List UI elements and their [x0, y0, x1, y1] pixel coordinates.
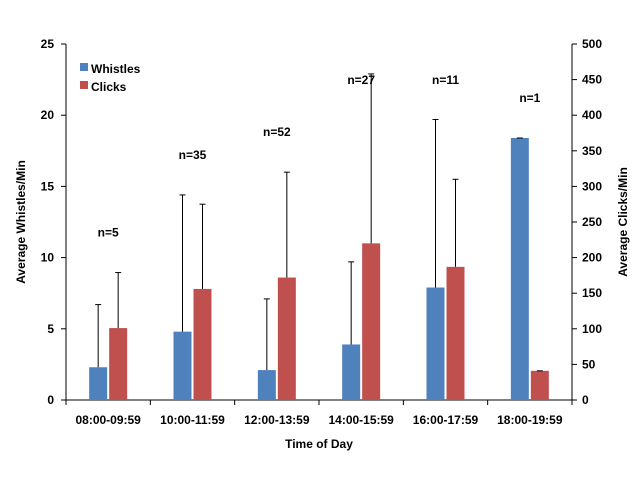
sample-size-label: n=27: [347, 73, 375, 87]
error-bars: [95, 73, 543, 372]
right-y-tick-label: 250: [582, 215, 602, 229]
bar-whistles-18-00-19-59: [510, 137, 529, 400]
left-y-tick-label: 20: [41, 108, 55, 122]
sample-size-label: n=35: [179, 148, 207, 162]
sample-size-labels: n=5 n=35 n=52 n=27 n=11 n=1: [98, 73, 541, 240]
right-y-tick-label: 0: [582, 393, 589, 407]
sample-size-label: n=5: [98, 226, 119, 240]
right-y-ticks: 0 50 100 150 200 250 300 350 400 450 500: [572, 37, 602, 407]
bars: [89, 137, 549, 400]
left-y-tick-label: 5: [47, 322, 54, 336]
right-y-tick-label: 500: [582, 37, 602, 51]
right-y-tick-label: 300: [582, 179, 602, 193]
x-tick-label: 18:00-19:59: [497, 413, 563, 427]
sample-size-label: n=52: [263, 125, 291, 139]
left-y-tick-label: 15: [41, 179, 55, 193]
right-y-tick-label: 350: [582, 144, 602, 158]
plot-area: 0 5 10 15 20 25 0 50 100 150 200 250 300 350 400 450 50…: [41, 37, 603, 427]
x-tick-label: 14:00-15:59: [328, 413, 394, 427]
bar-whistles-10-00-11-59: [173, 331, 192, 400]
legend-swatch-whistles: [80, 63, 88, 71]
x-axis-title: Time of Day: [285, 437, 353, 451]
bar-clicks-08-00-09-59: [109, 328, 128, 400]
left-y-tick-label: 10: [41, 251, 55, 265]
bar-whistles-14-00-15-59: [342, 344, 361, 400]
legend-label-whistles: Whistles: [91, 62, 141, 76]
bar-clicks-18-00-19-59: [530, 370, 549, 400]
right-y-tick-label: 400: [582, 108, 602, 122]
legend-swatch-clicks: [80, 81, 88, 89]
right-y-tick-label: 50: [582, 357, 596, 371]
legend-label-clicks: Clicks: [91, 80, 127, 94]
bar-whistles-16-00-17-59: [426, 287, 445, 400]
x-tick-label: 08:00-09:59: [75, 413, 141, 427]
x-tick-label: 12:00-13:59: [244, 413, 310, 427]
bar-clicks-14-00-15-59: [362, 243, 381, 400]
right-y-tick-label: 450: [582, 73, 602, 87]
bar-whistles-08-00-09-59: [89, 367, 108, 400]
left-y-tick-label: 25: [41, 37, 55, 51]
left-y-axis-title: Average Whistles/Min: [14, 160, 28, 284]
sample-size-label: n=1: [519, 91, 540, 105]
bar-clicks-12-00-13-59: [277, 277, 296, 400]
x-ticks: 08:00-09:59 10:00-11:59 12:00-13:59 14:00-1…: [65, 400, 573, 427]
bar-whistles-12-00-13-59: [257, 370, 276, 400]
bar-clicks-16-00-17-59: [446, 266, 465, 400]
bar-clicks-10-00-11-59: [193, 288, 212, 400]
right-y-axis-title: Average Clicks/Min: [616, 167, 630, 277]
left-y-tick-label: 0: [47, 393, 54, 407]
right-y-tick-label: 200: [582, 251, 602, 265]
x-tick-label: 16:00-17:59: [413, 413, 479, 427]
sample-size-label: n=11: [432, 73, 459, 87]
right-y-tick-label: 100: [582, 322, 602, 336]
x-tick-label: 10:00-11:59: [160, 413, 225, 427]
legend: Whistles Clicks: [80, 62, 141, 94]
left-y-ticks: 0 5 10 15 20 25: [41, 37, 66, 407]
right-y-tick-label: 150: [582, 286, 602, 300]
